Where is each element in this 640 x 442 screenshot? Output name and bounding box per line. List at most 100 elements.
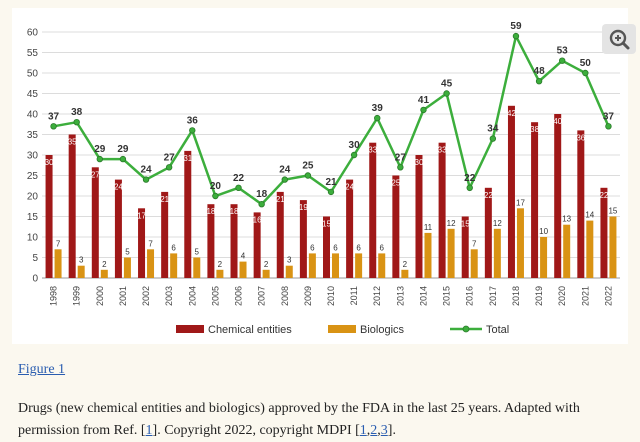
point-total	[559, 57, 566, 64]
y-tick-label: 35	[27, 130, 39, 141]
bar-biologics	[285, 265, 293, 278]
bar-biologics	[216, 269, 224, 278]
y-tick-label: 5	[32, 253, 38, 264]
bar-chemical	[369, 142, 377, 278]
data-label-total: 53	[557, 46, 569, 57]
point-total	[119, 155, 127, 163]
y-tick-label: 15	[27, 212, 39, 223]
y-tick-label: 60	[27, 28, 39, 39]
data-label-total: 37	[603, 111, 615, 122]
bar-chemical	[230, 204, 238, 278]
bar-chemical	[554, 114, 562, 278]
bar-chemical	[114, 179, 122, 278]
data-label-chemical: 31	[183, 154, 192, 163]
y-tick-label: 30	[27, 151, 39, 162]
bar-chemical	[323, 216, 330, 278]
data-label-chemical: 40	[553, 117, 562, 126]
point-total	[327, 188, 335, 196]
y-tick-label: 10	[27, 233, 39, 244]
data-label-total: 38	[71, 107, 83, 118]
data-label-biologics: 13	[562, 215, 571, 224]
data-label-total: 50	[580, 58, 592, 69]
data-label-total: 45	[441, 79, 453, 90]
data-label-biologics: 6	[380, 243, 385, 252]
data-label-total: 36	[187, 115, 199, 126]
bar-chemical	[438, 142, 446, 278]
point-total	[466, 184, 473, 191]
y-tick-label: 50	[27, 69, 39, 80]
data-label-biologics: 6	[333, 243, 338, 252]
bar-biologics	[308, 253, 316, 278]
x-tick-label: 2008	[280, 286, 290, 306]
bar-biologics	[239, 261, 247, 278]
bar-biologics	[540, 237, 548, 278]
data-label-biologics: 12	[447, 219, 456, 228]
data-label-chemical: 15	[322, 220, 331, 229]
reference-link[interactable]: 1	[359, 423, 367, 438]
data-label-biologics: 7	[56, 239, 61, 248]
data-label-biologics: 14	[585, 211, 594, 220]
bar-biologics	[401, 269, 409, 278]
data-label-chemical: 17	[137, 211, 146, 220]
bar-chemical	[484, 187, 492, 278]
reference-link[interactable]: 3	[380, 423, 388, 438]
data-label-chemical: 24	[345, 183, 354, 192]
legend-swatch-biologics	[328, 325, 356, 333]
data-label-total: 48	[534, 66, 546, 77]
point-total	[512, 32, 520, 40]
reference-link[interactable]: 1	[145, 423, 153, 438]
x-tick-label: 2022	[603, 286, 613, 306]
point-total	[142, 176, 150, 183]
bar-chemical	[138, 208, 146, 278]
bar-chemical	[45, 155, 53, 278]
bar-chemical	[577, 130, 585, 278]
data-label-total: 27	[164, 152, 176, 163]
x-tick-label: 2013	[395, 286, 405, 306]
bar-biologics	[170, 253, 178, 278]
data-label-biologics: 11	[424, 223, 433, 232]
zoom-button[interactable]	[602, 24, 636, 54]
data-label-biologics: 5	[195, 248, 200, 257]
data-label-chemical: 16	[253, 215, 262, 224]
bar-chemical	[346, 179, 354, 278]
x-tick-label: 2010	[326, 286, 336, 306]
data-label-total: 27	[395, 152, 407, 163]
data-label-chemical: 18	[230, 207, 239, 216]
data-label-biologics: 2	[102, 260, 107, 269]
data-label-biologics: 10	[539, 227, 548, 236]
x-tick-label: 2016	[465, 286, 475, 306]
data-label-chemical: 30	[45, 158, 54, 167]
point-total	[374, 114, 381, 122]
data-label-total: 59	[510, 21, 522, 32]
x-tick-label: 1999	[72, 286, 82, 306]
bar-biologics	[147, 249, 155, 278]
bar-biologics	[516, 208, 524, 278]
bar-biologics	[447, 228, 455, 278]
bar-chemical	[184, 150, 192, 278]
point-total	[50, 123, 57, 130]
point-total	[443, 90, 450, 97]
x-tick-label: 2018	[511, 286, 521, 306]
x-tick-label: 2001	[118, 286, 128, 306]
data-label-chemical: 38	[530, 125, 539, 134]
data-label-chemical: 22	[484, 191, 493, 200]
bar-biologics	[262, 269, 270, 278]
figure-panel: 0 5 10 15 20 25 30 35 40 45 50 55 60 30 7 1998 35 3 1999 27…	[12, 8, 636, 344]
data-label-biologics: 7	[148, 239, 153, 248]
figure-link[interactable]: Figure 1	[18, 362, 66, 377]
reference-link[interactable]: 2	[370, 423, 378, 438]
legend-swatch-chemical	[176, 325, 204, 333]
data-label-total: 37	[48, 111, 60, 122]
bar-chemical	[531, 122, 539, 278]
data-label-biologics: 3	[79, 256, 84, 265]
data-label-biologics: 6	[171, 243, 176, 252]
point-total	[73, 118, 80, 126]
x-tick-label: 2005	[210, 286, 220, 306]
bar-biologics	[355, 253, 363, 278]
bar-chemical	[276, 191, 284, 278]
bar-chemical	[507, 105, 515, 278]
point-total	[281, 176, 288, 183]
data-label-biologics: 7	[472, 239, 477, 248]
figure-caption: Drugs (new chemical entities and biologi…	[18, 401, 580, 438]
data-label-total: 29	[117, 144, 129, 155]
